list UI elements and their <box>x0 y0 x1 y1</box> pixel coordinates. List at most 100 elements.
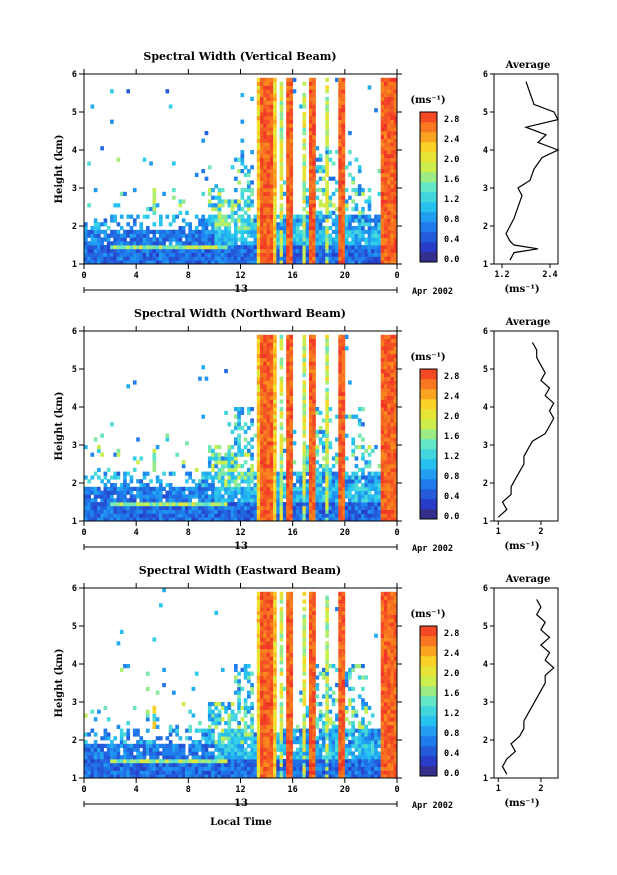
heatmap-cell-1201 <box>302 513 307 518</box>
heatmap-cell-93 <box>110 218 114 223</box>
heatmap-cell-515 <box>224 490 228 495</box>
heatmap-cell-1214 <box>302 464 307 469</box>
heatmap-cell-1540 <box>338 131 342 136</box>
heatmap-cell-356 <box>188 260 192 264</box>
heatmap-cell-717 <box>256 740 261 745</box>
heatmap-cell-498 <box>217 713 222 718</box>
heatmap-cell-1551 <box>338 89 342 94</box>
heatmap-cell-48 <box>97 490 101 495</box>
heatmap-cell-389 <box>198 256 202 261</box>
heatmap-cell-278 <box>165 260 170 264</box>
heatmap-cell-1982 <box>390 372 395 377</box>
heatmap-cell-423 <box>204 229 209 234</box>
heatmap-cell-237 <box>152 233 157 238</box>
heatmap-cell-151 <box>126 505 131 510</box>
heatmap-cell-1774 <box>377 222 382 227</box>
heatmap-cell-284 <box>162 683 166 688</box>
heatmap-cell-991 <box>276 222 281 227</box>
colorbar-segment <box>420 142 437 153</box>
heatmap-cell-160 <box>129 233 134 238</box>
heatmap-cell-735 <box>256 391 261 396</box>
heatmap-cell-544 <box>227 448 232 453</box>
heatmap-cell-740 <box>256 372 261 377</box>
heatmap-cell-291 <box>165 483 170 488</box>
heatmap-cell-1313 <box>308 338 313 343</box>
heatmap-cell-1057 <box>286 248 290 253</box>
heatmap-cell-1138 <box>289 127 294 132</box>
heatmap-cell-1694 <box>357 494 362 499</box>
heatmap-cell-846 <box>266 214 271 219</box>
heatmap-cell-765 <box>260 464 264 469</box>
heatmap-cell-1749 <box>367 479 372 484</box>
heatmap-cell-1187 <box>299 233 303 238</box>
heatmap-cell-359 <box>185 736 189 741</box>
heatmap-cell-415 <box>204 260 209 264</box>
heatmap-cell-665 <box>247 709 251 714</box>
heatmap-cell-1299 <box>308 391 313 396</box>
heatmap-cell-846 <box>263 342 267 347</box>
heatmap-cell-1814 <box>380 452 385 457</box>
heatmap-cell-413 <box>201 755 206 760</box>
heatmap-cell-777 <box>260 418 264 423</box>
heatmap-cell-1755 <box>374 241 378 246</box>
heatmap-cell-448 <box>207 709 212 714</box>
heatmap-cell-1291 <box>308 112 313 117</box>
heatmap-cell-684 <box>250 732 254 737</box>
heatmap-cell-159 <box>129 237 134 242</box>
heatmap-cell-587 <box>237 203 241 208</box>
heatmap-cell-1856 <box>383 479 388 484</box>
heatmap-cell-38 <box>93 237 98 242</box>
heatmap-cell-1583 <box>341 153 346 158</box>
heatmap-cell-1587 <box>341 467 346 472</box>
heatmap-cell-870 <box>266 437 271 442</box>
heatmap-cell-479 <box>217 505 222 510</box>
heatmap-cell-1712 <box>364 245 369 250</box>
heatmap-cell-388 <box>198 509 202 514</box>
heatmap-cell-1978 <box>393 248 397 253</box>
heatmap-cell-1574 <box>341 517 346 521</box>
heatmap-cell-1788 <box>377 498 382 503</box>
heatmap-cell-193 <box>139 513 144 518</box>
heatmap-cell-1253 <box>305 494 310 499</box>
heatmap-cell-1398 <box>322 241 326 246</box>
heatmap-cell-1251 <box>305 188 310 193</box>
heatmap-cell-1990 <box>393 203 397 208</box>
heatmap-cell-934 <box>269 380 274 385</box>
heatmap-cell-1013 <box>279 502 284 507</box>
heatmap-cell-1618 <box>344 203 349 208</box>
heatmap-cell-20 <box>87 743 91 748</box>
heatmap-cell-972 <box>273 108 277 113</box>
heatmap-cell-474 <box>214 218 219 223</box>
heatmap-cell-1695 <box>361 248 365 253</box>
heatmap-cell-387 <box>198 513 202 518</box>
heatmap-cell-443 <box>211 517 215 521</box>
heatmap-cell-621 <box>240 479 245 484</box>
heatmap-cell-728 <box>256 104 261 109</box>
heatmap-cell-1333 <box>312 138 316 143</box>
heatmap-cell-1148 <box>289 89 294 94</box>
heatmap-cell-343 <box>181 226 186 231</box>
heatmap-cell-766 <box>260 460 264 465</box>
heatmap-cell-1061 <box>286 233 290 238</box>
heatmap-cell-900 <box>269 195 274 200</box>
heatmap-cell-1494 <box>331 509 336 514</box>
heatmap-cell-960 <box>273 153 277 158</box>
heatmap-cell-1204 <box>302 502 307 507</box>
heatmap-cell-762 <box>260 161 264 166</box>
heatmap-cell-1113 <box>289 222 294 227</box>
heatmap-cell-820 <box>263 127 267 132</box>
heatmap-cell-1680 <box>357 233 362 238</box>
heatmap-cell-1962 <box>390 448 395 453</box>
heatmap-cell-1327 <box>312 161 316 166</box>
heatmap-cell-1757 <box>374 233 378 238</box>
heatmap-cell-1170 <box>295 248 300 253</box>
heatmap-cell-561 <box>230 740 235 745</box>
heatmap-cell-915 <box>269 138 274 143</box>
heatmap-cell-1006 <box>276 479 281 484</box>
heatmap-cell-288 <box>168 260 173 264</box>
heatmap-cell-835 <box>263 384 267 389</box>
heatmap-cell-43 <box>93 218 98 223</box>
heatmap-cell-1909 <box>387 138 391 143</box>
heatmap-cell-1091 <box>286 410 290 415</box>
heatmap-cell-78 <box>106 770 111 775</box>
